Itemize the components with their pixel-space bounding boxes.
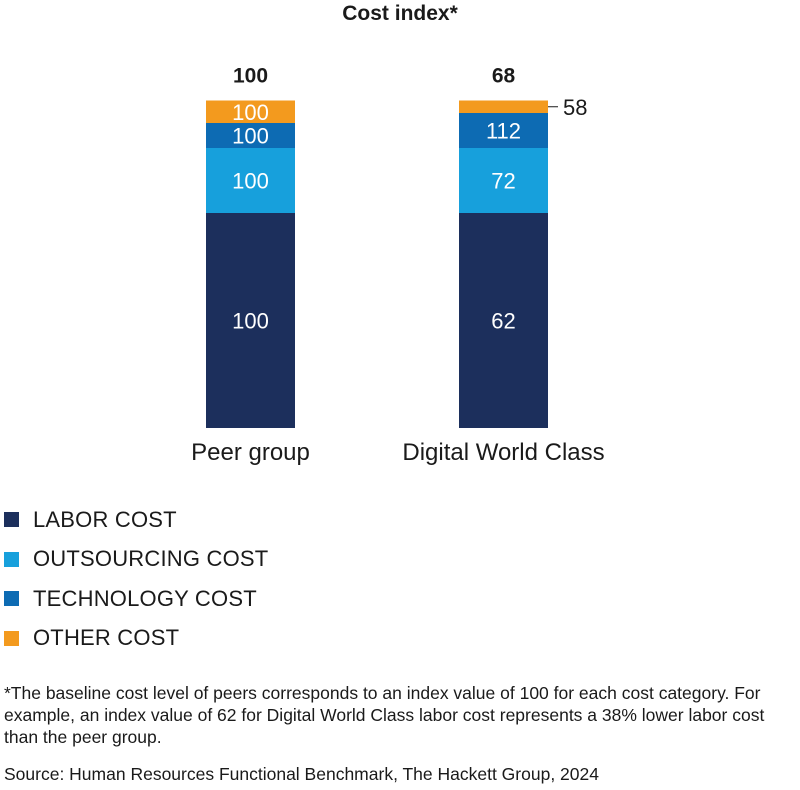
- segment-label-0-2: 100: [232, 124, 269, 149]
- legend-item-outsourcing: OUTSOURCING COST: [4, 540, 268, 580]
- segment-label-0-1: 100: [232, 169, 269, 194]
- bar-segment-0-1: [206, 148, 295, 213]
- total-label-1: 68: [492, 65, 516, 88]
- legend-swatch-technology: [4, 591, 19, 607]
- segment-label-1-2: 112: [486, 119, 521, 144]
- segment-label-1-0: 62: [491, 309, 515, 334]
- bar-segment-0-3: [206, 100, 295, 123]
- legend-label-outsourcing: OUTSOURCING COST: [33, 546, 269, 572]
- legend-item-labor: LABOR COST: [4, 500, 268, 540]
- segment-label-1-3: 58: [563, 95, 587, 120]
- legend-swatch-other: [4, 630, 19, 646]
- segment-label-0-3: 100: [232, 100, 269, 125]
- legend-label-labor: LABOR COST: [33, 506, 177, 532]
- bar-segment-1-2: [459, 113, 548, 148]
- chart-title: Cost index*: [342, 2, 458, 25]
- legend-item-technology: TECHNOLOGY COST: [4, 579, 268, 619]
- legend-swatch-outsourcing: [4, 551, 19, 567]
- source-note: Source: Human Resources Functional Bench…: [4, 764, 599, 784]
- legend-label-technology: TECHNOLOGY COST: [33, 585, 257, 611]
- bar-segment-1-3: [459, 100, 548, 113]
- legend-label-other: OTHER COST: [33, 625, 180, 651]
- total-label-0: 100: [233, 65, 268, 88]
- footnote: *The baseline cost level of peers corres…: [4, 683, 765, 747]
- bar-segment-0-2: [206, 123, 295, 148]
- category-label-1: Digital World Class: [402, 439, 604, 466]
- legend-swatch-labor: [4, 512, 19, 528]
- category-label-0: Peer group: [191, 439, 310, 466]
- segment-label-1-1: 72: [491, 169, 515, 194]
- legend-item-other: OTHER COST: [4, 619, 268, 659]
- bar-segment-1-1: [459, 148, 548, 213]
- bar-segment-1-0: [459, 213, 548, 428]
- segment-label-0-0: 100: [232, 309, 269, 334]
- legend: LABOR COST OUTSOURCING COST TECHNOLOGY C…: [4, 500, 268, 658]
- bar-segment-0-0: [206, 213, 295, 428]
